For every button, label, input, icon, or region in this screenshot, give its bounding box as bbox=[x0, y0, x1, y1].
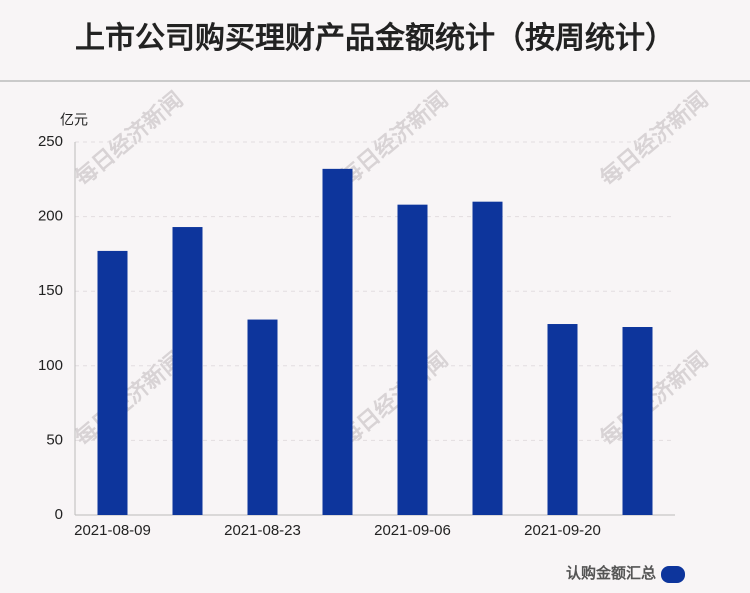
y-axis-unit: 亿元 bbox=[60, 112, 88, 128]
bar bbox=[472, 201, 503, 515]
bar bbox=[397, 204, 428, 515]
x-tick-label: 2021-08-23 bbox=[224, 522, 301, 539]
y-tick-label: 50 bbox=[46, 431, 63, 448]
chart-title: 上市公司购买理财产品金额统计（按周统计） bbox=[75, 21, 675, 55]
legend-label: 认购金额汇总 bbox=[566, 564, 656, 582]
y-tick-label: 0 bbox=[55, 506, 63, 523]
bar bbox=[247, 319, 278, 515]
x-tick-label: 2021-09-20 bbox=[524, 522, 601, 539]
legend-swatch bbox=[661, 566, 685, 583]
bar bbox=[322, 168, 353, 515]
y-tick-label: 100 bbox=[38, 357, 63, 374]
y-tick-label: 200 bbox=[38, 208, 63, 225]
x-tick-label: 2021-08-09 bbox=[74, 522, 151, 539]
y-tick-label: 250 bbox=[38, 133, 63, 150]
bar bbox=[547, 324, 578, 515]
bar bbox=[172, 227, 203, 515]
bar bbox=[622, 327, 653, 515]
bar bbox=[97, 250, 128, 515]
y-tick-label: 150 bbox=[38, 282, 63, 299]
x-tick-label: 2021-09-06 bbox=[374, 522, 451, 539]
